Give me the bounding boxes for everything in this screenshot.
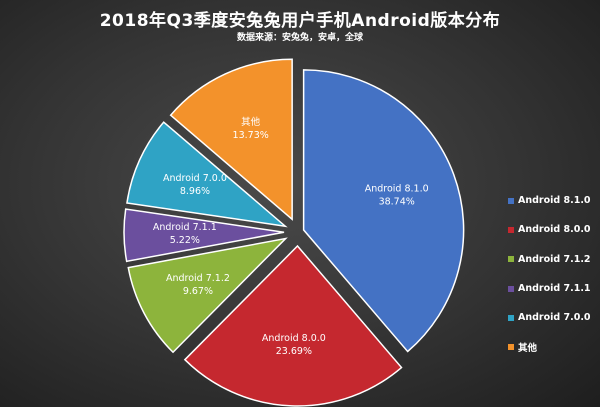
legend-swatch bbox=[508, 344, 514, 351]
data-label: 13.73% bbox=[233, 130, 269, 141]
legend-label: Android 8.0.0 bbox=[518, 224, 591, 236]
pie-slice bbox=[183, 244, 403, 407]
legend-item: Android 8.0.0 bbox=[508, 215, 591, 244]
slice-label: Android 7.1.2 bbox=[166, 273, 230, 284]
legend-swatch bbox=[508, 226, 514, 233]
legend-label: Android 7.1.1 bbox=[518, 283, 591, 295]
legend-swatch bbox=[508, 285, 514, 292]
legend-swatch bbox=[508, 197, 514, 204]
chart-title: 2018年Q3季度安兔兔用户手机Android版本分布 bbox=[99, 11, 501, 31]
pie-slice bbox=[169, 58, 293, 221]
slice-label: Android 7.1.1 bbox=[153, 222, 217, 233]
slice-label: Android 7.0.0 bbox=[163, 173, 227, 184]
slice-label: 其他 bbox=[241, 116, 261, 128]
pie-slice bbox=[126, 121, 288, 228]
legend-item: Android 8.1.0 bbox=[508, 186, 591, 215]
legend-item: Android 7.0.0 bbox=[508, 303, 591, 332]
chart-subtitle: 数据来源：安兔兔，安卓，全球 bbox=[236, 33, 363, 43]
legend-label: Android 7.1.2 bbox=[518, 253, 591, 265]
data-label: 38.74% bbox=[379, 197, 415, 208]
data-label: 5.22% bbox=[170, 235, 200, 246]
pie-slice bbox=[123, 208, 285, 263]
legend-label: Android 8.1.0 bbox=[518, 195, 591, 207]
legend: Android 8.1.0 Android 8.0.0 Android 7.1.2 A… bbox=[508, 186, 591, 362]
legend-swatch bbox=[508, 314, 514, 321]
slice-label: Android 8.1.0 bbox=[365, 184, 429, 195]
legend-label: Android 7.0.0 bbox=[518, 312, 591, 324]
data-label: 23.69% bbox=[276, 346, 312, 357]
legend-swatch bbox=[508, 256, 514, 263]
slice-label: Android 8.0.0 bbox=[262, 333, 326, 344]
legend-label: 其他 bbox=[518, 343, 538, 355]
data-label: 9.67% bbox=[183, 286, 213, 297]
legend-item: Android 7.1.2 bbox=[508, 245, 591, 274]
pie-slice bbox=[127, 237, 288, 354]
legend-item: Android 7.1.1 bbox=[508, 274, 591, 303]
legend-item: 其他 bbox=[508, 332, 591, 361]
data-label: 8.96% bbox=[180, 186, 210, 197]
pie-slice bbox=[302, 69, 465, 353]
